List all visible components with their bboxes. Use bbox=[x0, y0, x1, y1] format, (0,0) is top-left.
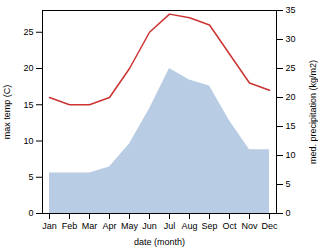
svg-text:Aug: Aug bbox=[181, 221, 197, 231]
svg-text:35: 35 bbox=[286, 5, 296, 15]
svg-text:Mar: Mar bbox=[82, 221, 98, 231]
svg-text:med. precipitation (kg/m2): med. precipitation (kg/m2) bbox=[308, 60, 318, 164]
svg-text:15: 15 bbox=[286, 121, 296, 131]
svg-text:15: 15 bbox=[23, 100, 33, 110]
svg-text:date (month): date (month) bbox=[134, 237, 185, 247]
svg-text:Jul: Jul bbox=[164, 221, 176, 231]
svg-text:0: 0 bbox=[28, 208, 33, 218]
svg-text:Sep: Sep bbox=[201, 221, 217, 231]
svg-text:5: 5 bbox=[28, 172, 33, 182]
svg-text:5: 5 bbox=[286, 179, 291, 189]
svg-text:10: 10 bbox=[286, 150, 296, 160]
svg-text:10: 10 bbox=[23, 136, 33, 146]
svg-text:25: 25 bbox=[286, 63, 296, 73]
svg-text:Oct: Oct bbox=[222, 221, 237, 231]
svg-text:Apr: Apr bbox=[102, 221, 116, 231]
svg-text:30: 30 bbox=[286, 34, 296, 44]
svg-text:max temp (C): max temp (C) bbox=[2, 85, 12, 140]
svg-text:Jun: Jun bbox=[142, 221, 157, 231]
svg-text:0: 0 bbox=[286, 208, 291, 218]
svg-text:May: May bbox=[121, 221, 139, 231]
svg-text:Dec: Dec bbox=[261, 221, 278, 231]
svg-text:20: 20 bbox=[23, 63, 33, 73]
svg-text:Nov: Nov bbox=[241, 221, 258, 231]
svg-text:Feb: Feb bbox=[62, 221, 78, 231]
svg-text:Jan: Jan bbox=[42, 221, 57, 231]
svg-text:25: 25 bbox=[23, 27, 33, 37]
svg-text:20: 20 bbox=[286, 92, 296, 102]
